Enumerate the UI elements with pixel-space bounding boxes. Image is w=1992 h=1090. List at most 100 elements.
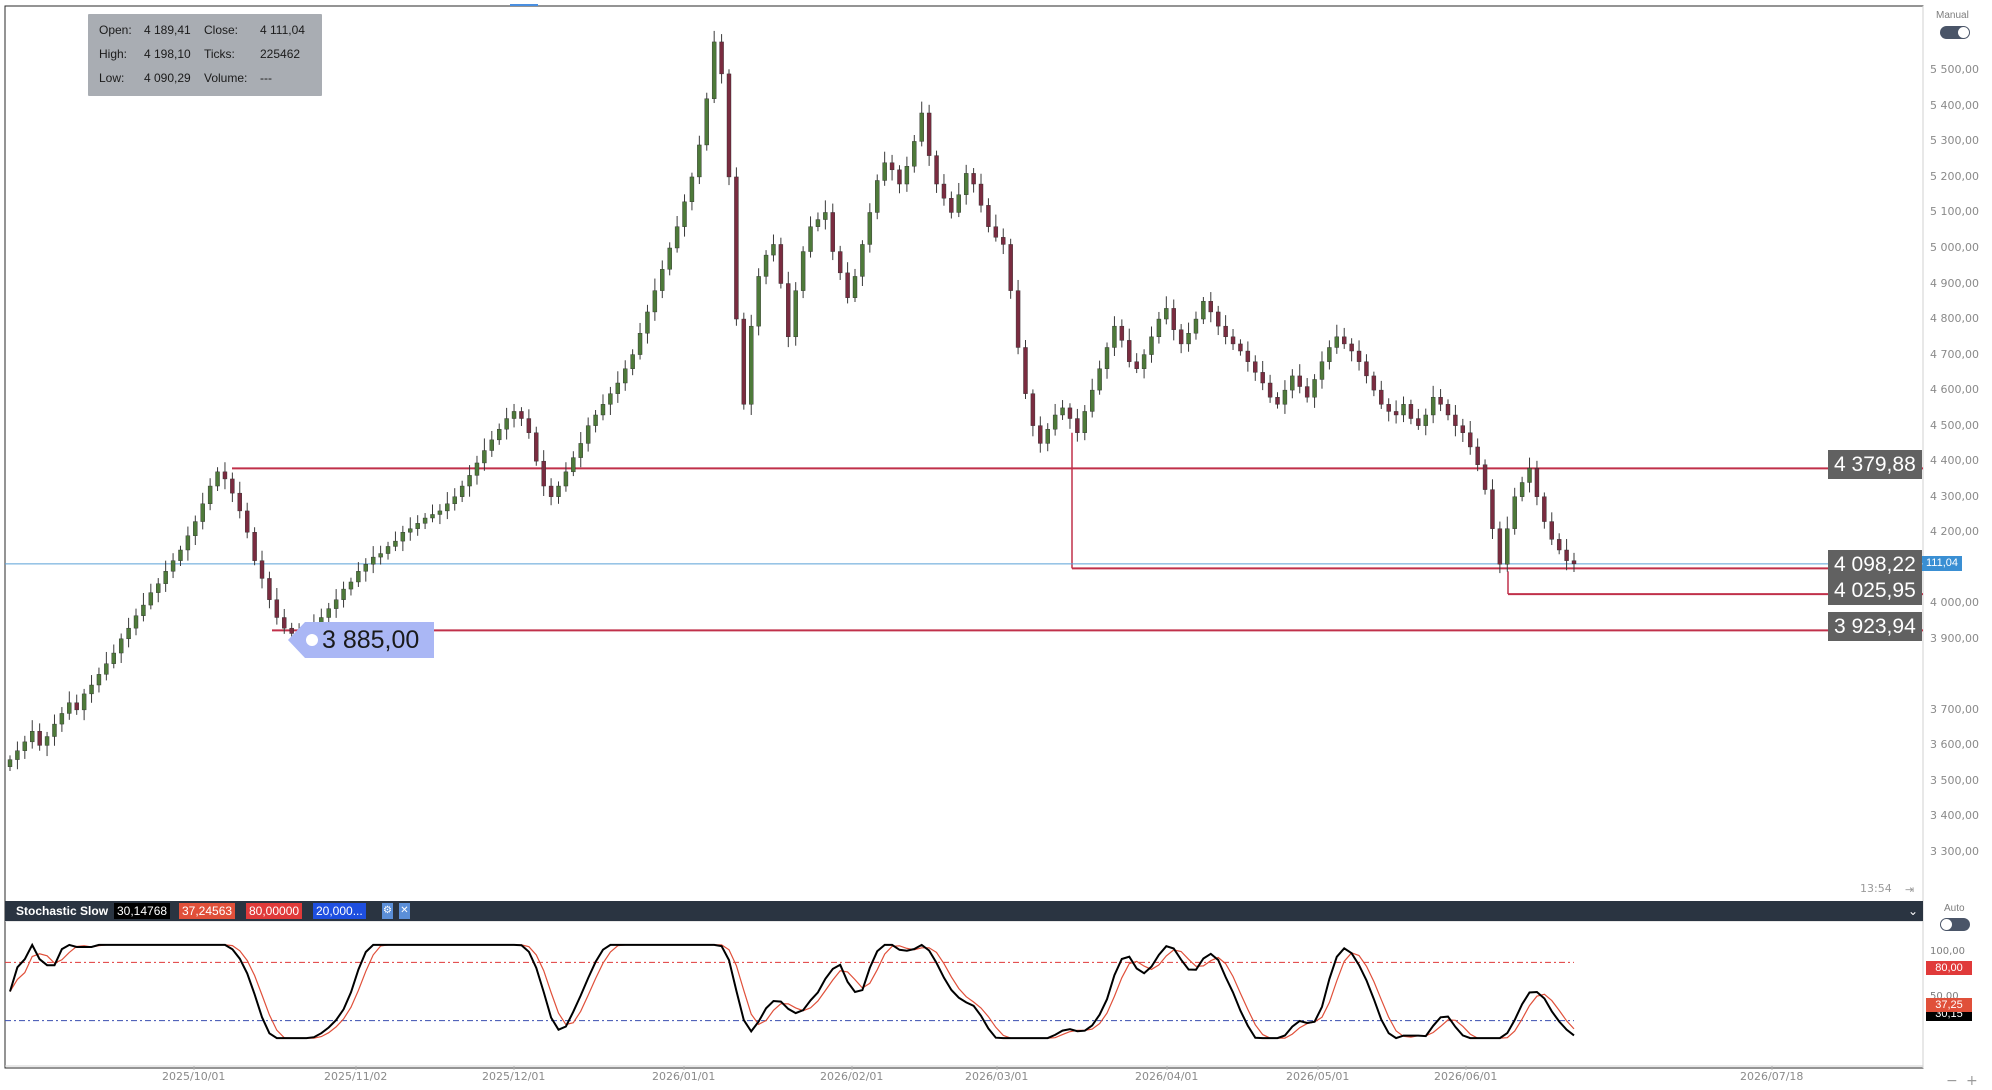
settings-icon[interactable]: ⚙ — [382, 903, 393, 919]
candle[interactable] — [919, 112, 924, 142]
candle[interactable] — [408, 528, 413, 533]
candle[interactable] — [156, 583, 161, 593]
candle[interactable] — [1416, 418, 1421, 426]
level-badge-4098[interactable]: 4 098,22 — [1828, 550, 1922, 580]
candle[interactable] — [1423, 414, 1428, 426]
candle[interactable] — [511, 411, 517, 419]
candle[interactable] — [215, 471, 220, 487]
candle[interactable] — [1490, 489, 1495, 529]
candle[interactable] — [1386, 404, 1391, 412]
candle[interactable] — [1156, 318, 1162, 338]
candle[interactable] — [1468, 432, 1473, 448]
candle[interactable] — [1112, 325, 1117, 348]
candle[interactable] — [252, 532, 257, 561]
candle[interactable] — [860, 244, 865, 277]
candle[interactable] — [541, 460, 546, 487]
candle[interactable] — [237, 492, 242, 512]
candle[interactable] — [1401, 404, 1406, 416]
candle[interactable] — [267, 578, 272, 600]
candle[interactable] — [1038, 425, 1043, 444]
candle[interactable] — [1245, 350, 1251, 362]
candle[interactable] — [1001, 237, 1006, 245]
candle[interactable] — [1379, 389, 1384, 405]
candle[interactable] — [1319, 361, 1325, 380]
candle[interactable] — [897, 169, 902, 185]
candle[interactable] — [1045, 428, 1050, 444]
candle[interactable] — [1208, 301, 1213, 313]
candle[interactable] — [548, 485, 554, 497]
candle[interactable] — [489, 439, 495, 451]
candle[interactable] — [956, 194, 961, 213]
candle[interactable] — [778, 244, 784, 284]
candle[interactable] — [711, 41, 717, 99]
candle[interactable] — [1527, 468, 1532, 483]
candle[interactable] — [111, 652, 116, 664]
candle[interactable] — [912, 141, 917, 167]
candle[interactable] — [104, 663, 109, 675]
candle[interactable] — [81, 693, 87, 711]
candle[interactable] — [667, 247, 672, 270]
candle[interactable] — [1164, 308, 1169, 320]
candle[interactable] — [600, 404, 606, 416]
candle[interactable] — [1089, 389, 1095, 412]
candle[interactable] — [926, 112, 932, 156]
candle[interactable] — [1230, 336, 1236, 345]
candle[interactable] — [1141, 354, 1147, 369]
candle[interactable] — [697, 144, 702, 178]
candle[interactable] — [445, 503, 450, 512]
candle[interactable] — [608, 393, 613, 405]
candle[interactable] — [1267, 382, 1273, 398]
candle[interactable] — [193, 521, 198, 536]
auto-scale-toggle[interactable] — [1940, 918, 1970, 931]
candle[interactable] — [326, 608, 331, 618]
candle[interactable] — [1119, 325, 1125, 341]
candle[interactable] — [67, 702, 72, 714]
candle[interactable] — [1030, 393, 1036, 426]
zoom-out-icon[interactable]: − — [1946, 1073, 1958, 1089]
candle[interactable] — [993, 226, 999, 238]
candle[interactable] — [1408, 404, 1414, 419]
candle[interactable] — [474, 462, 480, 476]
candle[interactable] — [289, 627, 294, 634]
candle[interactable] — [89, 684, 94, 695]
candle[interactable] — [1430, 397, 1436, 416]
candle[interactable] — [44, 736, 50, 746]
price-tag-3885[interactable] — [288, 622, 434, 658]
candle[interactable] — [689, 176, 695, 203]
candle[interactable] — [637, 333, 643, 355]
candle[interactable] — [259, 560, 265, 579]
candle[interactable] — [815, 219, 821, 227]
candle[interactable] — [415, 523, 420, 529]
candle[interactable] — [941, 183, 947, 199]
level-badge-3923[interactable]: 3 923,94 — [1828, 612, 1922, 642]
candle[interactable] — [385, 546, 391, 554]
candle[interactable] — [963, 173, 969, 195]
chevron-down-icon[interactable]: ⌄ — [1908, 904, 1919, 918]
candle[interactable] — [1304, 386, 1310, 398]
candle[interactable] — [1482, 464, 1488, 490]
candle[interactable] — [422, 517, 428, 524]
candle[interactable] — [763, 254, 769, 277]
candle[interactable] — [1475, 446, 1480, 465]
candle[interactable] — [378, 553, 383, 558]
candle[interactable] — [170, 560, 176, 572]
manual-scale-toggle[interactable] — [1940, 26, 1970, 39]
candle[interactable] — [356, 571, 361, 583]
candle[interactable] — [178, 549, 183, 561]
candle[interactable] — [1023, 347, 1028, 394]
candle[interactable] — [141, 604, 146, 616]
candle[interactable] — [734, 176, 739, 320]
candle[interactable] — [771, 244, 776, 256]
candle[interactable] — [393, 540, 398, 547]
candle[interactable] — [949, 198, 954, 213]
candle[interactable] — [630, 354, 635, 369]
candle[interactable] — [1178, 329, 1184, 345]
candle[interactable] — [22, 741, 28, 751]
candle[interactable] — [30, 730, 35, 743]
candle[interactable] — [452, 496, 457, 505]
candle[interactable] — [363, 564, 368, 572]
candle[interactable] — [875, 180, 880, 213]
candle[interactable] — [348, 581, 354, 590]
candle[interactable] — [52, 723, 57, 737]
candle[interactable] — [823, 212, 828, 220]
